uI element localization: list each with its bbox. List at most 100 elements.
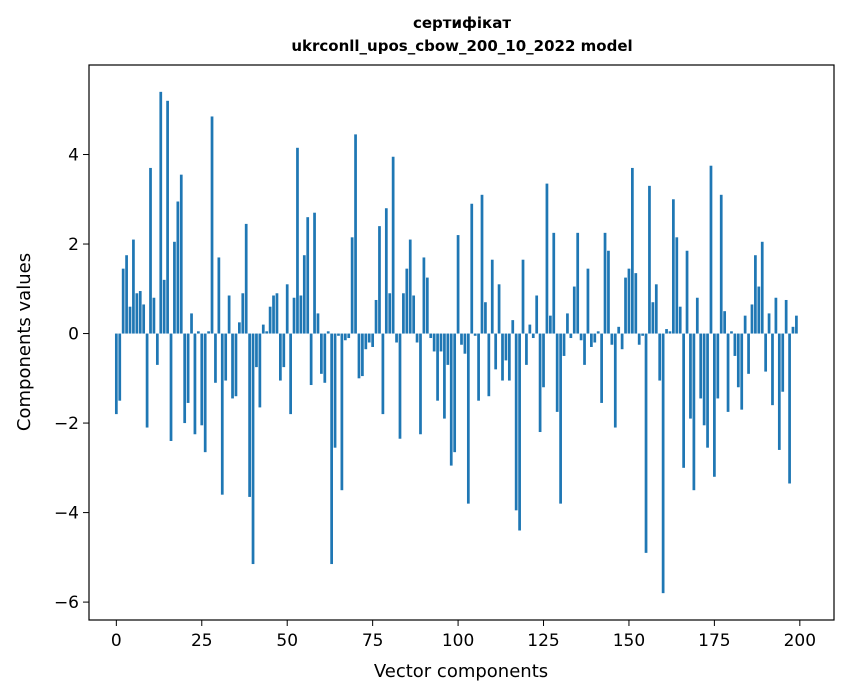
bar-73 [364,333,368,350]
bar-142 [600,333,603,403]
bar-105 [473,333,477,336]
bar-5 [132,239,135,334]
bar-70 [354,134,357,334]
bar-34 [231,333,234,399]
x-axis-label: Vector components [374,661,548,682]
bar-16 [169,333,173,441]
bar-9 [145,333,149,428]
bar-151 [631,167,634,334]
bar-44 [265,331,269,334]
bar-134 [572,286,576,334]
bar-175 [713,333,716,477]
bar-32 [224,333,228,381]
bar-1 [118,333,122,401]
bar-120 [525,333,528,365]
bar-174 [709,165,713,334]
bar-2 [121,268,125,334]
bar-89 [419,333,422,435]
bar-123 [535,295,539,334]
bar-28 [210,116,214,334]
bar-196 [784,299,788,334]
bar-20 [183,333,187,424]
bar-155 [644,333,648,553]
bar-92 [429,333,433,339]
bar-146 [613,333,617,428]
x-tick-label: 175 [698,631,730,651]
x-tick-label: 0 [111,631,122,651]
bar-169 [692,333,696,491]
chart-title: сертифікат [413,14,511,32]
bar-125 [542,333,545,388]
bar-121 [528,324,532,334]
x-tick-label: 75 [362,631,384,651]
bar-45 [268,306,272,334]
y-tick-label: −4 [54,504,79,524]
bar-198 [791,326,795,334]
bar-69 [350,237,354,334]
bar-94 [436,333,439,401]
bar-156 [648,185,651,334]
bar-197 [788,333,791,484]
bar-147 [617,326,621,334]
bar-102 [463,333,467,354]
bar-23 [193,333,197,435]
bar-55 [302,255,306,334]
bar-164 [675,237,679,334]
bar-60 [320,333,323,374]
bar-136 [579,333,583,341]
bar-57 [309,333,313,386]
bar-54 [299,295,303,334]
bar-188 [757,286,761,334]
bar-82 [395,333,398,343]
bar-76 [374,299,378,334]
x-tick-label: 150 [613,631,645,651]
bar-47 [275,293,279,334]
bar-130 [559,333,562,504]
bar-153 [637,333,641,345]
bar-101 [460,333,463,345]
bar-30 [217,257,221,334]
x-tick-label: 125 [527,631,559,651]
bar-8 [142,304,146,334]
bar-38 [244,223,248,334]
bar-181 [733,333,737,356]
bar-51 [289,333,292,415]
bar-162 [668,331,672,334]
bar-48 [279,333,282,381]
bar-100 [456,235,460,334]
bar-133 [569,333,573,339]
bar-140 [593,333,597,343]
bar-26 [203,333,207,453]
bar-39 [248,333,251,497]
x-tick-label: 100 [442,631,474,651]
bar-179 [726,333,730,412]
bar-87 [412,295,416,334]
bar-144 [607,250,610,334]
bar-0 [114,333,118,415]
bar-33 [227,295,231,334]
bar-158 [654,284,658,334]
x-tick-label: 200 [784,631,816,651]
bar-49 [282,333,286,368]
bar-77 [378,226,381,334]
bar-150 [627,268,631,334]
bar-80 [388,293,392,334]
bar-21 [186,333,190,403]
bar-99 [453,333,457,453]
bar-85 [405,268,409,334]
bar-17 [173,241,176,334]
bar-183 [740,333,744,410]
bar-86 [408,239,412,334]
bar-series [114,91,798,594]
bar-165 [678,306,682,334]
bar-3 [125,255,128,334]
bar-122 [531,333,535,339]
bar-157 [651,302,655,334]
bar-170 [695,297,699,334]
bar-29 [214,333,217,383]
bar-15 [166,100,169,334]
bar-88 [415,333,419,343]
bar-199 [795,315,798,334]
bar-126 [545,183,549,334]
